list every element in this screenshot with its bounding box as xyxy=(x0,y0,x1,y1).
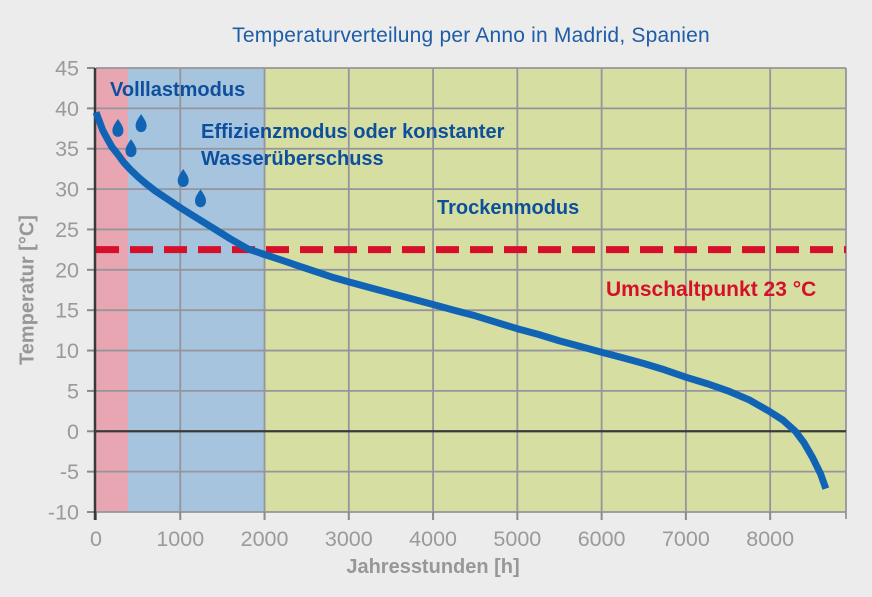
region-effizienz xyxy=(128,68,265,512)
y-tick-label-45: 45 xyxy=(55,57,79,81)
threshold-label-umschaltpunkt: Umschaltpunkt 23 °C xyxy=(606,278,817,301)
region-volllast xyxy=(96,68,129,512)
x-tick-label-6000: 6000 xyxy=(578,527,626,551)
x-tick-label-5000: 5000 xyxy=(493,527,541,551)
x-tick-label-4000: 4000 xyxy=(409,527,457,551)
x-tick-label-2000: 2000 xyxy=(241,527,289,551)
y-tick-label-30: 30 xyxy=(55,178,79,202)
y-tick-label--5: -5 xyxy=(60,460,79,484)
y-tick-label-20: 20 xyxy=(55,258,79,282)
chart-title: Temperaturverteilung per Anno in Madrid,… xyxy=(232,24,710,47)
y-tick-label-5: 5 xyxy=(67,379,79,403)
y-tick-label--10: -10 xyxy=(48,501,79,525)
x-tick-label-1000: 1000 xyxy=(156,527,204,551)
y-tick-label-15: 15 xyxy=(55,299,79,323)
y-tick-label-0: 0 xyxy=(67,420,79,444)
water-drop-icon-5 xyxy=(195,189,206,208)
region-trocken xyxy=(264,68,847,512)
region-label-effizienzmodus: Effizienzmodus oder konstanter Wasserübe… xyxy=(201,121,505,170)
temperature-curve xyxy=(92,111,830,490)
y-tick-label-25: 25 xyxy=(55,218,79,242)
region-label-trockenmodus: Trockenmodus xyxy=(437,197,580,219)
water-drop-icon-2 xyxy=(135,114,147,133)
y-tick-label-35: 35 xyxy=(55,137,79,161)
y-axis-label: Temperatur [°C] xyxy=(16,215,39,365)
water-drop-icon-3 xyxy=(125,139,137,158)
water-drop-icon-4 xyxy=(177,169,189,187)
x-tick-label-0: 0 xyxy=(90,527,102,551)
region-label-volllastmodus: Volllastmodus xyxy=(110,79,246,101)
x-tick-label-8000: 8000 xyxy=(746,527,794,551)
water-drop-icon-1 xyxy=(112,118,124,137)
y-tick-label-10: 10 xyxy=(55,339,79,363)
y-tick-label-40: 40 xyxy=(55,97,79,121)
x-tick-label-3000: 3000 xyxy=(325,527,373,551)
x-tick-label-7000: 7000 xyxy=(662,527,710,551)
x-axis-label: Jahresstunden [h] xyxy=(346,556,520,578)
